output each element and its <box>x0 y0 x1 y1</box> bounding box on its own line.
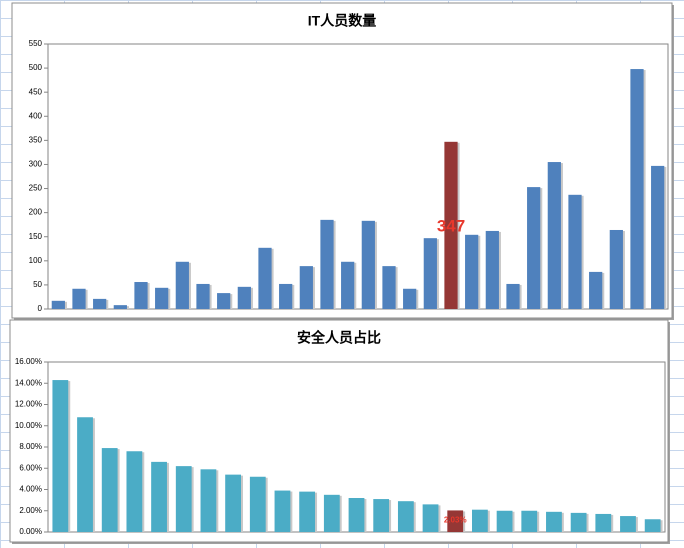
y-tick-label: 2.00% <box>19 506 42 515</box>
bar <box>51 300 65 309</box>
bar <box>589 271 603 309</box>
bar <box>320 219 334 309</box>
bar <box>444 141 458 309</box>
bar <box>521 510 538 532</box>
data-label: 2.03% <box>444 516 467 525</box>
bar <box>630 69 644 310</box>
bar <box>323 494 340 532</box>
y-tick-label: 450 <box>29 87 43 96</box>
bar <box>249 476 266 532</box>
y-tick-label: 16.00% <box>15 357 42 366</box>
y-tick-label: 350 <box>29 135 43 144</box>
y-tick-label: 4.00% <box>19 485 42 494</box>
y-tick-label: 400 <box>29 111 43 120</box>
bar <box>151 461 167 532</box>
bar <box>72 288 86 309</box>
plot-area <box>47 43 669 310</box>
bar <box>274 490 291 532</box>
bar <box>422 504 439 532</box>
bar <box>506 283 520 309</box>
bar <box>225 474 241 532</box>
bar <box>373 499 390 532</box>
bar <box>279 283 293 309</box>
bar <box>382 266 396 309</box>
bar <box>651 165 665 309</box>
bar <box>361 220 375 309</box>
bar <box>299 491 316 532</box>
bar <box>496 510 513 532</box>
bar <box>546 511 562 532</box>
bar <box>93 298 107 309</box>
bar <box>175 466 192 532</box>
bar <box>196 283 210 309</box>
bar <box>485 230 499 309</box>
y-tick-label: 100 <box>29 256 43 265</box>
bar <box>299 266 313 309</box>
bar <box>465 234 479 309</box>
bar <box>423 238 437 309</box>
bar <box>217 293 231 309</box>
bar <box>620 516 636 532</box>
bar <box>200 469 217 532</box>
bar <box>134 282 148 309</box>
bar <box>472 509 488 532</box>
bar <box>237 286 251 309</box>
bar <box>570 512 587 532</box>
y-tick-label: 10.00% <box>15 421 42 430</box>
y-tick-label: 200 <box>29 208 43 217</box>
bar <box>113 305 127 309</box>
y-tick-label: 8.00% <box>19 442 42 451</box>
y-tick-label: 12.00% <box>15 400 42 409</box>
y-tick-label: 150 <box>29 232 43 241</box>
y-tick-label: 300 <box>29 160 43 169</box>
bar <box>403 288 417 309</box>
bar <box>258 247 272 309</box>
y-tick-label: 500 <box>29 63 43 72</box>
y-tick-label: 6.00% <box>19 463 42 472</box>
y-tick-label: 14.00% <box>15 378 42 387</box>
y-tick-label: 0 <box>38 304 43 313</box>
data-label: 347 <box>437 216 465 235</box>
bar <box>348 498 365 532</box>
bar <box>527 187 541 309</box>
bar <box>447 510 464 532</box>
bar <box>644 519 661 532</box>
bar <box>609 229 623 309</box>
y-tick-label: 250 <box>29 184 43 193</box>
bar <box>397 501 414 532</box>
bar <box>175 261 189 309</box>
bar <box>568 194 582 309</box>
y-tick-label: 550 <box>29 39 43 48</box>
bar <box>52 380 69 532</box>
bar <box>126 451 143 532</box>
y-tick-label: 0.00% <box>19 527 42 536</box>
bar <box>77 417 93 532</box>
chart-title: IT人员数量 <box>308 13 376 29</box>
bar <box>341 261 355 309</box>
chart-title: 安全人员占比 <box>297 330 381 346</box>
bar <box>595 513 612 532</box>
bar <box>155 287 169 309</box>
bar <box>101 448 118 532</box>
bar <box>547 162 561 309</box>
y-tick-label: 50 <box>33 280 42 289</box>
